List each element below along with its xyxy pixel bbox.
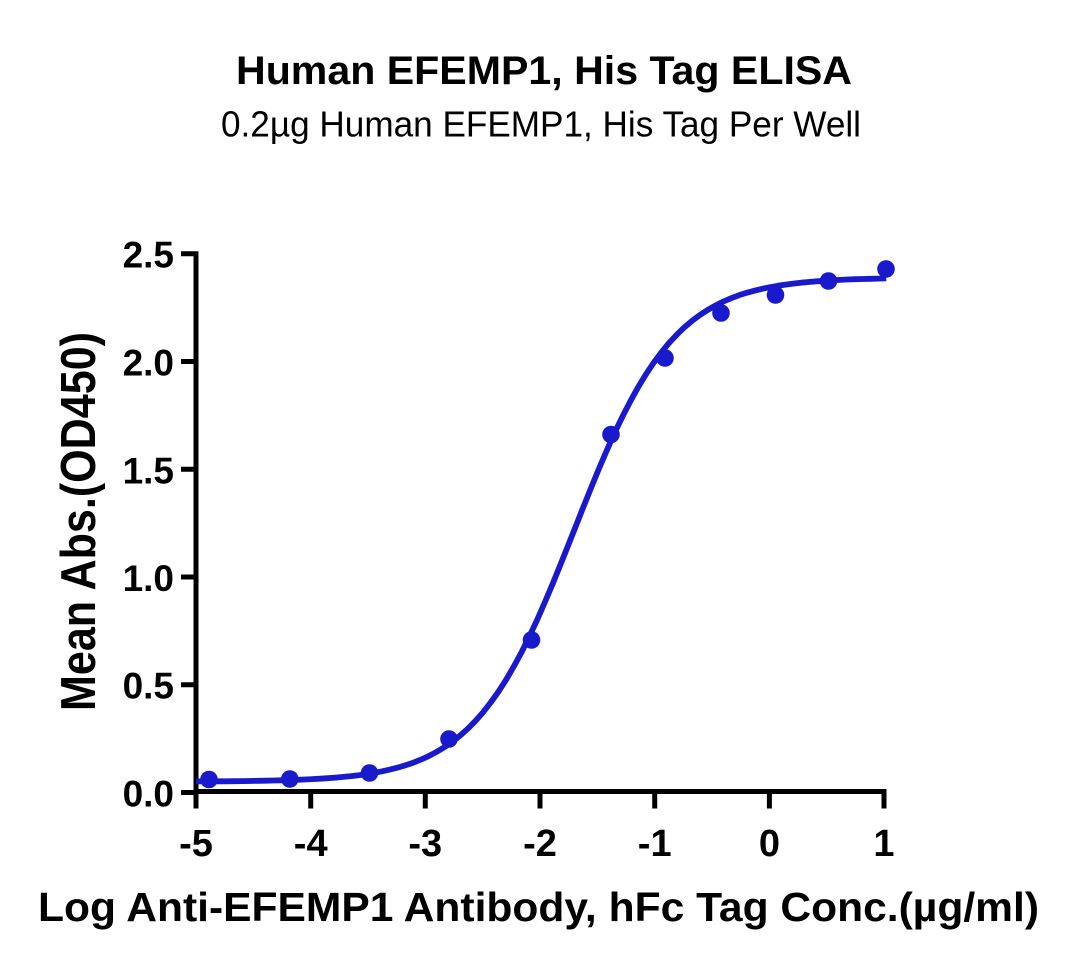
svg-text:Human EFEMP1, His Tag ELISA: Human EFEMP1, His Tag ELISA bbox=[236, 49, 852, 93]
svg-text:Mean Abs.(OD450): Mean Abs.(OD450) bbox=[52, 332, 106, 711]
svg-text:0.2µg Human EFEMP1, His Tag Pe: 0.2µg Human EFEMP1, His Tag Per Well bbox=[221, 104, 861, 145]
svg-text:-3: -3 bbox=[408, 823, 442, 865]
svg-text:2.5: 2.5 bbox=[123, 235, 174, 276]
svg-text:1.0: 1.0 bbox=[123, 558, 174, 599]
svg-text:0.0: 0.0 bbox=[123, 774, 174, 815]
svg-text:0.5: 0.5 bbox=[123, 666, 174, 707]
svg-text:-4: -4 bbox=[294, 823, 328, 865]
svg-text:-5: -5 bbox=[179, 823, 213, 865]
svg-text:Log Anti-EFEMP1 Antibody, hFc: Log Anti-EFEMP1 Antibody, hFc Tag Conc.(… bbox=[38, 884, 1039, 930]
svg-text:-2: -2 bbox=[523, 823, 557, 865]
svg-text:1.5: 1.5 bbox=[123, 450, 174, 491]
svg-text:2.0: 2.0 bbox=[123, 343, 174, 384]
svg-text:0: 0 bbox=[759, 823, 780, 865]
svg-text:1: 1 bbox=[873, 823, 894, 865]
svg-text:-1: -1 bbox=[638, 823, 672, 865]
